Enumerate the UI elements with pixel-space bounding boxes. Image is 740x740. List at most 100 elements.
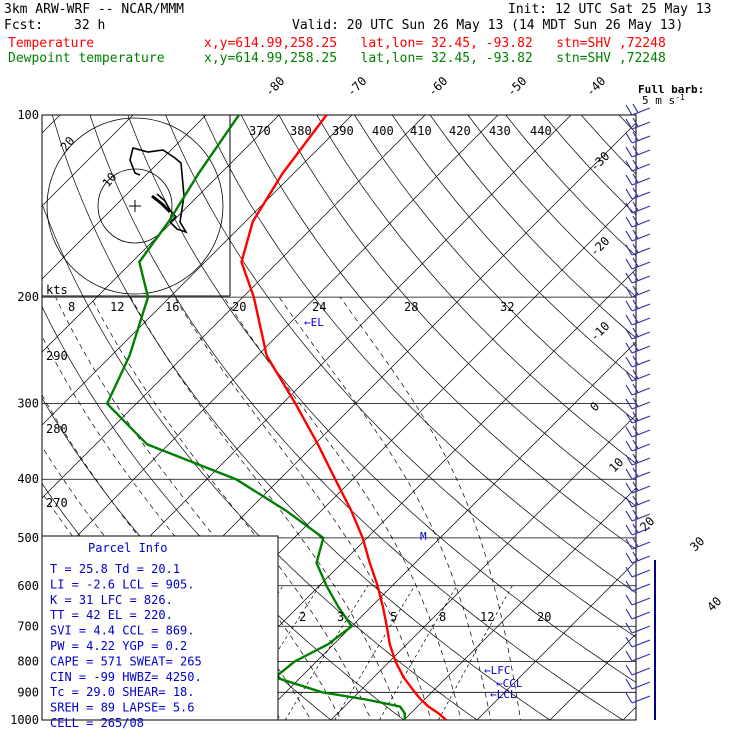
wind-barb-staff	[631, 653, 651, 662]
wind-barb-staff	[631, 359, 651, 368]
wind-barb	[625, 145, 651, 158]
wind-barb	[625, 271, 651, 284]
wind-barb-flag	[625, 342, 633, 354]
wind-barb	[625, 243, 651, 256]
wind-barb-flag	[625, 468, 633, 480]
dry-adiabat-line	[657, 115, 740, 733]
wind-barb-flag	[625, 370, 633, 382]
wind-barb-flag	[625, 398, 633, 410]
mixing-ratio-line	[334, 585, 415, 720]
wind-barb-flag	[632, 537, 639, 547]
wind-barb-staff	[631, 289, 651, 298]
pressure-label: 400	[17, 472, 39, 486]
wind-barb-staff	[631, 555, 651, 564]
wind-barb-flag	[625, 412, 633, 424]
pressure-label: 100	[17, 108, 39, 122]
full-barb-label: Full barb:	[638, 83, 704, 96]
wind-barb	[625, 678, 651, 690]
dry-adiabat-line	[240, 115, 636, 550]
wind-barb-staff	[631, 345, 651, 354]
wind-barb-staff	[631, 191, 651, 200]
hodograph-trace	[151, 194, 172, 214]
wind-barb-staff	[631, 331, 651, 340]
wind-barb-staff	[631, 611, 651, 620]
isotherm-line	[476, 560, 636, 720]
mixing-ratio-line	[233, 585, 320, 720]
theta-label: 370	[249, 124, 271, 138]
wind-barb-staff	[631, 135, 651, 144]
mixing-ratio-label: 8	[439, 610, 446, 624]
temperature-profile	[240, 115, 448, 720]
wind-barb-flag	[632, 299, 639, 309]
wind-barb	[625, 509, 651, 522]
wind-barb	[625, 439, 651, 452]
wind-barb	[625, 523, 651, 536]
dry-adiabat-line	[618, 115, 636, 134]
wind-barb	[625, 299, 651, 312]
wind-barb-staff	[631, 163, 651, 172]
wind-barb-flag	[625, 594, 633, 606]
wind-barb	[625, 622, 651, 634]
wind-barb-flag	[632, 285, 639, 295]
wind-barb	[625, 327, 651, 340]
wind-barb-flag	[625, 272, 633, 284]
wind-barb-flag	[632, 173, 639, 183]
wind-barb-flag	[625, 510, 633, 522]
dry-adiabat-line	[51, 115, 551, 720]
wind-barb-flag	[632, 103, 639, 113]
wind-barb-flag	[625, 244, 633, 256]
theta-label: 290	[46, 349, 68, 363]
pressure-label: 600	[17, 579, 39, 593]
wind-barb-flag	[632, 551, 639, 561]
wind-barb	[625, 117, 651, 130]
mixing-ratio-label: 3	[337, 610, 344, 624]
moist-adiabat-line	[278, 296, 492, 720]
isotherm-line	[42, 115, 207, 280]
pressure-label: 900	[17, 685, 39, 699]
forecast-value: 32 h	[74, 18, 106, 33]
wind-barb-flag	[625, 286, 633, 298]
wind-barb-staff	[631, 639, 651, 648]
wind-barb-staff	[631, 205, 651, 214]
el-marker: ←EL	[304, 316, 324, 329]
valid-time: Valid: 20 UTC Sun 26 May 13 (14 MDT Sun …	[292, 18, 684, 33]
wind-barb-staff	[631, 527, 651, 536]
wind-barb-flag	[625, 426, 633, 438]
hodograph-kts-label: kts	[46, 283, 68, 297]
wind-barb	[625, 453, 651, 466]
wind-barb-flag	[625, 314, 633, 326]
wind-barb-flag	[632, 257, 639, 267]
wind-barb-flag	[625, 538, 633, 550]
wind-barb-flag	[632, 509, 639, 519]
mixing-ratio-label: 20	[537, 610, 551, 624]
wind-barb-staff	[631, 513, 651, 522]
wind-barb-flag	[632, 117, 639, 127]
wind-barb	[625, 215, 651, 228]
parcel-info-background	[41, 535, 279, 721]
wind-barb	[625, 369, 651, 382]
dry-adiabat-line	[580, 115, 636, 175]
parcel-info-row: SREH = 89 LAPSE= 5.6	[50, 701, 195, 715]
wind-barb-staff	[631, 303, 651, 312]
wind-barb	[625, 229, 651, 242]
wind-barb	[625, 397, 651, 410]
dewpoint-profile	[105, 115, 406, 720]
moist-adiabat-line	[223, 296, 462, 720]
parcel-info-row: K = 31 LFC = 826.	[50, 593, 173, 607]
pressure-label: 300	[17, 397, 39, 411]
wind-barb	[625, 131, 651, 144]
wind-barbs: Full barb:5 m s-1	[625, 83, 704, 720]
hodograph-ring-label: 10	[100, 170, 120, 190]
hodograph-ring	[46, 117, 224, 295]
wind-barb-flag	[625, 636, 633, 648]
wind-barb-staff	[631, 219, 651, 228]
wind-barb-staff	[631, 457, 651, 466]
dewpoint-legend: Dewpoint temperature	[8, 51, 165, 66]
wind-barb-flag	[632, 327, 639, 337]
dry-adiabat-line	[165, 115, 636, 638]
wind-barb-flag	[632, 131, 639, 141]
parcel-info-row: SVI = 4.4 CCL = 869.	[50, 624, 195, 638]
dry-adiabat-line	[278, 115, 636, 507]
temperature-tick-label: 0	[587, 399, 602, 414]
